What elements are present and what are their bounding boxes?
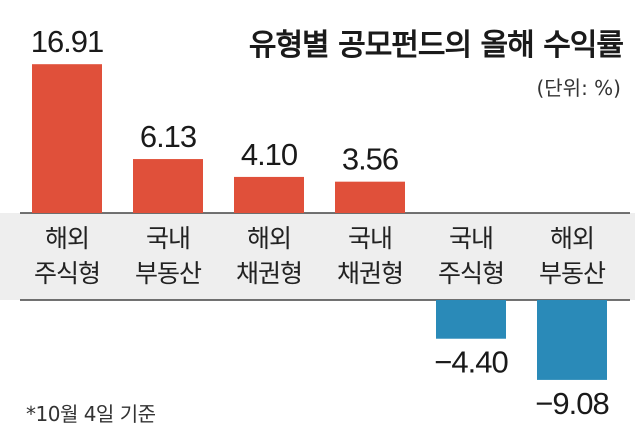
category-label-4-line-1: 주식형 [438,259,504,288]
category-label-1-line-0: 국내 [146,224,190,253]
value-label-0: 16.91 [31,24,104,59]
category-label-band [0,213,635,300]
bar-0 [32,64,102,213]
category-label-4-line-0: 국내 [449,224,493,253]
category-label-1-line-1: 부동산 [135,259,202,288]
category-label-0-line-1: 주식형 [34,259,100,288]
value-label-1: 6.13 [140,119,196,154]
value-label-3: 3.56 [342,142,398,177]
chart-title: 유형별 공모펀드의 올해 수익률 [248,28,624,63]
bar-3 [335,181,405,213]
category-label-5-line-1: 부동산 [539,259,606,288]
category-label-2-line-0: 해외 [247,224,291,253]
bar-2 [234,176,304,213]
value-label-2: 4.10 [241,137,298,172]
value-label-4: −4.40 [434,345,508,380]
bar-1 [133,159,203,213]
category-label-3-line-0: 국내 [348,224,392,253]
category-label-0-line-0: 해외 [45,224,89,253]
bar-5 [537,300,607,380]
category-label-3-line-1: 채권형 [337,259,403,288]
bar-4 [436,300,506,339]
category-label-5-line-0: 해외 [550,224,594,253]
category-label-2-line-1: 채권형 [236,259,302,288]
value-label-5: −9.08 [535,386,608,421]
unit-label: (단위: %) [536,76,621,100]
footnote: *10월 4일 기준 [26,402,156,426]
